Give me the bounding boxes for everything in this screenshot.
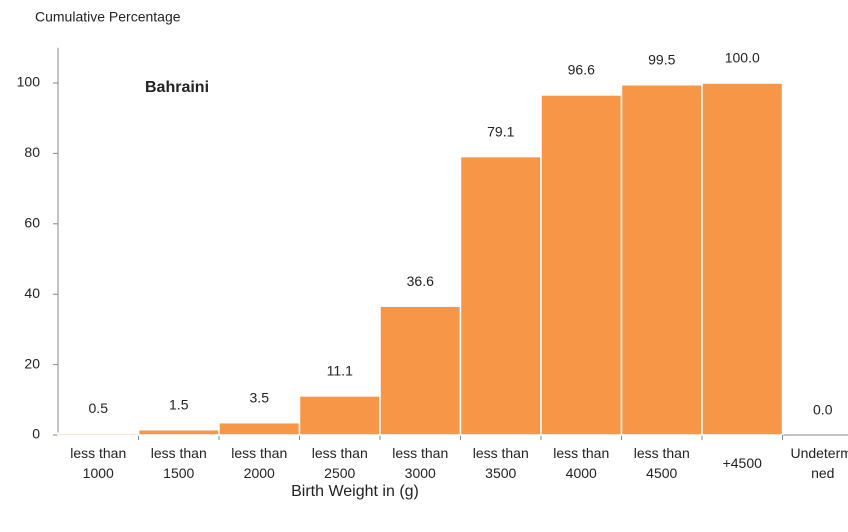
bar	[540, 94, 623, 436]
value-label: 0.0	[813, 402, 833, 418]
annotation: Bahraini	[145, 79, 209, 96]
bar	[620, 84, 703, 436]
value-label: 0.5	[89, 400, 109, 416]
x-tick-label: less than 4500	[633, 445, 690, 481]
bar	[298, 395, 381, 436]
y-tick-label: 20	[24, 355, 40, 371]
y-tick-label: 60	[24, 215, 40, 231]
x-tick-label: +4500	[722, 455, 762, 471]
x-tick-label: less than 3500	[472, 445, 529, 481]
value-label: 11.1	[327, 363, 353, 379]
y-tick-label: 100	[17, 74, 41, 90]
value-label: 3.5	[250, 389, 270, 405]
bar	[137, 428, 220, 436]
y-axis-title: Cumulative Percentage	[35, 9, 181, 25]
value-label: 99.5	[648, 51, 675, 67]
value-label: 1.5	[169, 396, 189, 412]
x-tick-label: less than 2000	[231, 445, 288, 481]
x-tick-label: less than 3000	[392, 445, 449, 481]
bar	[459, 155, 542, 436]
bar	[218, 421, 301, 436]
value-label: 100.0	[725, 50, 760, 66]
x-tick-label: less than 2500	[311, 445, 368, 481]
value-label: 79.1	[487, 123, 514, 139]
bar	[701, 82, 784, 436]
y-tick-label: 0	[32, 426, 40, 442]
x-tick-label: Undetermined	[790, 445, 848, 481]
y-tick-label: 40	[24, 285, 40, 301]
x-tick-label: less than 1000	[70, 445, 127, 481]
x-tick-label: less than 1500	[150, 445, 207, 481]
value-label: 36.6	[407, 273, 434, 289]
bar	[379, 305, 462, 436]
y-tick-label: 80	[24, 144, 40, 160]
x-axis-title: Birth Weight in (g)	[291, 483, 419, 500]
x-tick-label: less than 4000	[553, 445, 610, 481]
value-label: 96.6	[568, 62, 595, 78]
bar	[57, 432, 140, 436]
